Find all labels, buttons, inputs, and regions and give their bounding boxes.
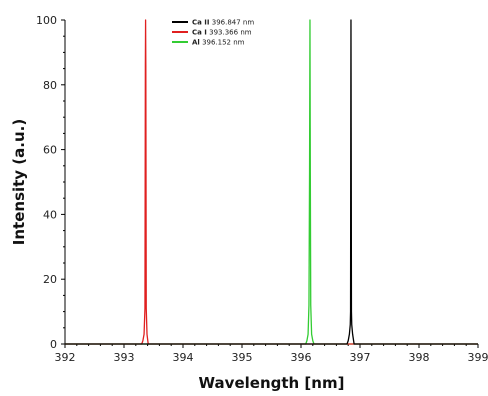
legend-series-wavelength: 396.152 nm	[202, 39, 245, 47]
y-axis-title: Intensity (a.u.)	[10, 119, 28, 245]
legend: Ca II 396.847 nm Ca I 393.366 nm Al 396.15…	[172, 19, 254, 47]
series-line-ca-i	[65, 19, 478, 345]
legend-series-wavelength: 396.847 nm	[212, 19, 255, 27]
y-tick-label: 60	[43, 144, 57, 157]
x-tick-label: 397	[350, 351, 371, 364]
x-tick-label: 395	[232, 351, 253, 364]
legend-series-name: Ca II	[192, 19, 210, 27]
x-tick-label: 393	[114, 351, 135, 364]
y-tick-label: 0	[50, 338, 57, 351]
series-lines	[65, 19, 478, 345]
x-tick-label: 398	[409, 351, 430, 364]
legend-entry: Al 396.152 nm	[192, 39, 245, 47]
x-axis-title: Wavelength [nm]	[199, 374, 345, 392]
x-tick-label: 396	[291, 351, 312, 364]
legend-series-wavelength: 393.366 nm	[209, 29, 252, 37]
x-tick-label: 392	[55, 351, 76, 364]
y-tick-label: 80	[43, 79, 57, 92]
legend-entry: Ca II 396.847 nm	[192, 19, 254, 27]
y-tick-label: 40	[43, 208, 57, 221]
y-tick-label: 100	[36, 14, 57, 27]
legend-series-name: Al	[192, 39, 200, 47]
legend-series-name: Ca I	[192, 29, 207, 37]
x-ticks: 392 393 394 395 396 397 398 399	[55, 344, 488, 364]
series-line-ca-ii	[65, 19, 478, 345]
legend-entry: Ca I 393.366 nm	[192, 29, 252, 37]
x-tick-label: 399	[468, 351, 488, 364]
plot-area: 392 393 394 395 396 397 398 399 0 20 40 60 80 100	[36, 14, 488, 364]
y-ticks: 0 20 40 60 80 100	[36, 14, 65, 351]
y-tick-label: 20	[43, 273, 57, 286]
series-line-al	[65, 19, 478, 345]
x-tick-label: 394	[173, 351, 194, 364]
